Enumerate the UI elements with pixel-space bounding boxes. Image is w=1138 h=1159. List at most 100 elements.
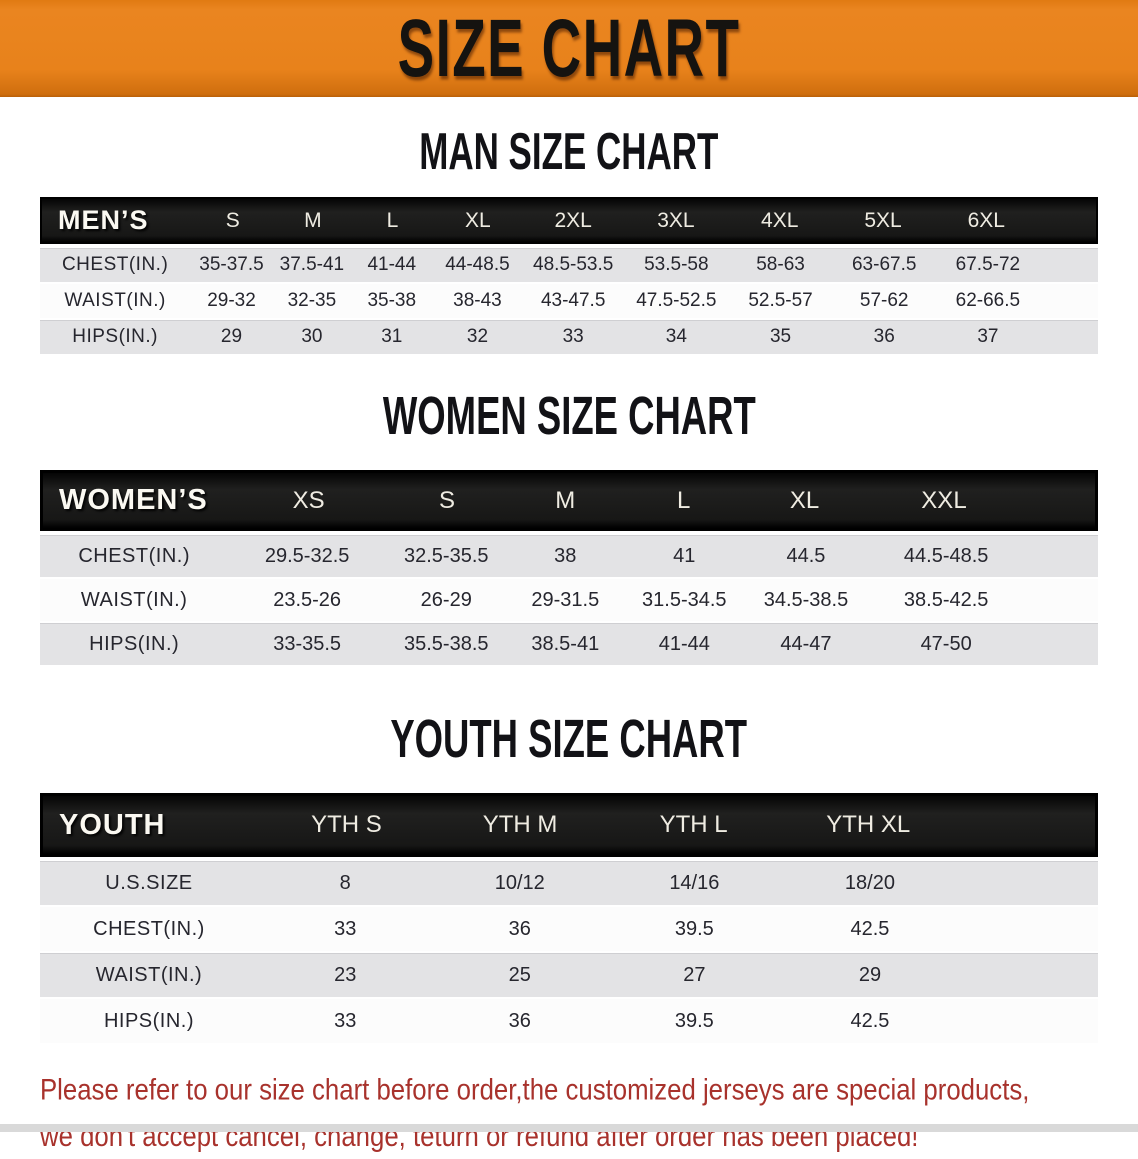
men-table-corner-label: MEN’S (58, 205, 149, 235)
women-table-row-2: WAIST(IN.) 23.5-26 26-29 29-31.5 31.5-34.5 34… (40, 579, 1098, 623)
youth-cell-r4-c3: 39.5 (674, 1009, 714, 1032)
men-table-header-row: MEN’S S M L XL 2XL 3XL 4XL 5XL 6XL (40, 197, 1098, 244)
men-cell-r1-c7: 58-63 (756, 254, 805, 275)
women-column-header-3: M (555, 486, 576, 514)
women-cell-r3-c6: 47-50 (920, 632, 972, 655)
men-cell-r3-c7: 35 (769, 326, 792, 347)
youth-cell-r2-c4: 42.5 (850, 917, 890, 940)
youth-row-label-2: CHEST(IN.) (93, 917, 205, 940)
men-column-header-1: S (225, 208, 240, 232)
men-cell-r3-c3: 31 (381, 326, 403, 347)
women-cell-r1-c2: 32.5-35.5 (404, 544, 489, 567)
youth-cell-r2-c3: 39.5 (674, 917, 714, 940)
women-cell-r3-c2: 35.5-38.5 (404, 632, 489, 655)
men-row-label-1: CHEST(IN.) (61, 254, 169, 275)
women-cell-r3-c1: 33-35.5 (273, 632, 342, 655)
youth-cell-r2-c2: 36 (508, 917, 531, 940)
youth-cell-r1-c2: 10/12 (494, 871, 545, 894)
youth-section-heading: YOUTH SIZE CHART (0, 709, 1138, 770)
men-cell-r3-c4: 32 (466, 326, 489, 347)
men-cell-r2-c1: 29-32 (207, 290, 256, 311)
women-row-label-3: HIPS(IN.) (89, 632, 180, 655)
women-table-corner-label: WOMEN’S (59, 484, 208, 516)
bottom-edge-strip (0, 1124, 1138, 1132)
youth-table-row-4: HIPS(IN.) 33 36 39.5 42.5 (40, 999, 1098, 1045)
men-cell-r1-c4: 44-48.5 (445, 254, 510, 275)
youth-cell-r3-c1: 23 (334, 963, 357, 986)
men-column-header-2: M (304, 208, 322, 232)
men-section-heading: MAN SIZE CHART (0, 121, 1138, 181)
men-cell-r2-c9: 62-66.5 (955, 290, 1021, 311)
youth-table-row-3: WAIST(IN.) 23 25 27 29 (40, 953, 1098, 999)
disclaimer-line-1: Please refer to our size chart before or… (40, 1073, 1030, 1106)
men-column-header-6: 3XL (657, 208, 695, 232)
men-cell-r1-c8: 63-67.5 (851, 254, 917, 275)
women-section-heading-text: WOMEN SIZE CHART (382, 386, 756, 447)
youth-table-row-2: CHEST(IN.) 33 36 39.5 42.5 (40, 907, 1098, 953)
men-table-row-2: WAIST(IN.) 29-32 32-35 35-38 38-43 43-47.5 47.… (40, 284, 1098, 320)
men-section-heading-text: MAN SIZE CHART (419, 121, 719, 181)
women-cell-r1-c5: 44.5 (786, 544, 826, 567)
youth-cell-r3-c2: 25 (508, 963, 531, 986)
women-column-header-5: XL (789, 486, 820, 514)
women-cell-r1-c1: 29.5-32.5 (264, 544, 350, 567)
men-cell-r3-c9: 37 (977, 326, 999, 347)
women-section-heading: WOMEN SIZE CHART (0, 386, 1138, 447)
women-cell-r1-c3: 38 (554, 544, 577, 567)
men-cell-r3-c6: 34 (665, 326, 687, 347)
men-column-header-8: 5XL (864, 208, 902, 232)
men-table-body: CHEST(IN.) 35-37.5 37.5-41 41-44 44-48.5 48.5… (40, 248, 1098, 356)
youth-row-label-4: HIPS(IN.) (103, 1009, 194, 1032)
youth-cell-r3-c4: 29 (858, 963, 882, 986)
women-row-label-2: WAIST(IN.) (80, 588, 188, 611)
men-cell-r1-c9: 67.5-72 (955, 254, 1021, 275)
men-column-header-7: 4XL (761, 208, 799, 232)
youth-cell-r4-c1: 33 (334, 1009, 357, 1032)
men-cell-r1-c5: 48.5-53.5 (533, 254, 614, 275)
men-cell-r2-c8: 57-62 (859, 290, 909, 311)
men-cell-r2-c6: 47.5-52.5 (636, 290, 717, 311)
women-cell-r2-c6: 38.5-42.5 (903, 588, 989, 611)
women-table-body: CHEST(IN.) 29.5-32.5 32.5-35.5 38 41 44.5 44.5… (40, 535, 1098, 667)
youth-table-row-1: U.S.SIZE 8 10/12 14/16 18/20 (40, 861, 1098, 907)
youth-column-header-4: YTH XL (826, 811, 911, 838)
men-cell-r1-c3: 41-44 (367, 254, 417, 275)
men-column-header-4: XL (464, 208, 491, 232)
men-cell-r1-c2: 37.5-41 (279, 254, 345, 275)
women-cell-r3-c4: 41-44 (658, 632, 710, 655)
youth-column-header-3: YTH L (659, 811, 728, 838)
women-cell-r1-c6: 44.5-48.5 (903, 544, 989, 567)
youth-row-label-1: U.S.SIZE (105, 871, 193, 894)
women-cell-r3-c3: 38.5-41 (531, 632, 600, 655)
disclaimer-line-2: we don't accept cancel, change, teturn o… (40, 1119, 919, 1153)
youth-cell-r1-c3: 14/16 (669, 871, 720, 894)
women-cell-r1-c4: 41 (673, 544, 696, 567)
men-cell-r3-c5: 33 (562, 326, 584, 347)
women-column-header-6: XXL (921, 486, 967, 514)
banner-title: SIZE CHART (397, 2, 741, 95)
women-table-row-1: CHEST(IN.) 29.5-32.5 32.5-35.5 38 41 44.5 44.5… (40, 535, 1098, 579)
men-row-label-3: HIPS(IN.) (72, 326, 158, 347)
youth-column-header-1: YTH S (311, 811, 382, 838)
youth-row-label-3: WAIST(IN.) (95, 963, 203, 986)
men-cell-r1-c1: 35-37.5 (199, 254, 264, 275)
youth-table-corner-label: YOUTH (59, 808, 166, 841)
women-column-header-1: XS (292, 486, 325, 514)
men-cell-r3-c2: 30 (301, 326, 323, 347)
youth-section-heading-text: YOUTH SIZE CHART (390, 709, 748, 770)
youth-table-header-row: YOUTH YTH S YTH M YTH L YTH XL (40, 793, 1098, 857)
men-cell-r3-c1: 29 (220, 326, 243, 347)
men-column-header-5: 2XL (554, 208, 592, 232)
disclaimer-note: Please refer to our size chart before or… (40, 1067, 1126, 1159)
women-table-header-row: WOMEN’S XS S M L XL XXL (40, 470, 1098, 531)
men-column-header-9: 6XL (967, 208, 1005, 232)
men-cell-r2-c3: 35-38 (367, 290, 417, 311)
banner: SIZE CHART (0, 0, 1138, 97)
women-size-table: WOMEN’S XS S M L XL XXL CHEST(IN.) 29.5-32.5 32.5… (40, 470, 1098, 667)
men-cell-r2-c5: 43-47.5 (540, 290, 606, 311)
women-cell-r2-c3: 29-31.5 (531, 588, 600, 611)
men-table-row-1: CHEST(IN.) 35-37.5 37.5-41 41-44 44-48.5 48.5… (40, 248, 1098, 284)
women-column-header-2: S (438, 486, 455, 514)
youth-cell-r1-c1: 8 (339, 871, 351, 894)
